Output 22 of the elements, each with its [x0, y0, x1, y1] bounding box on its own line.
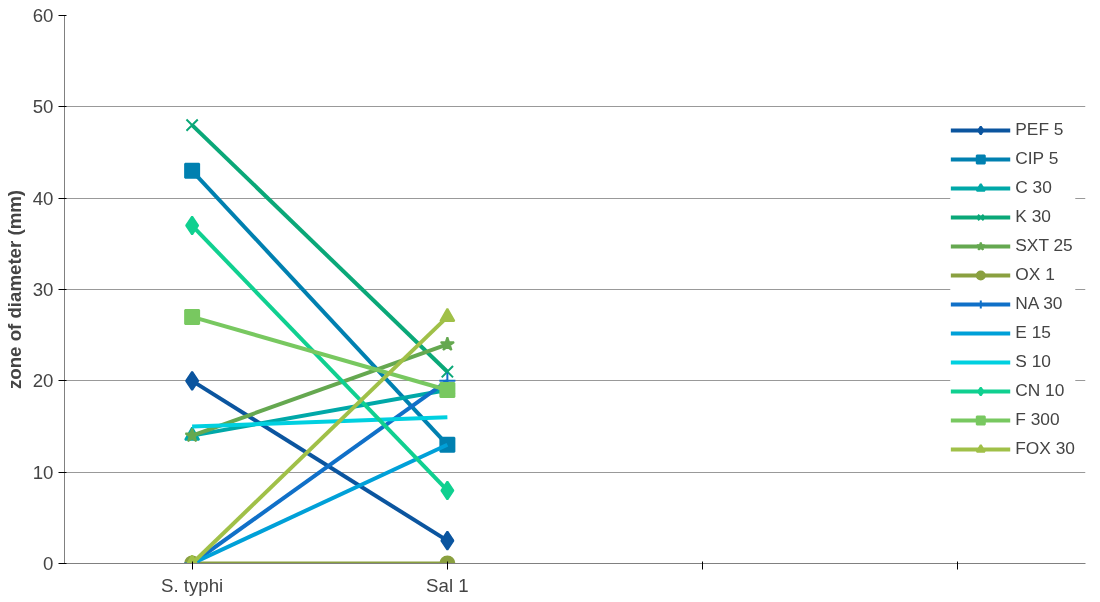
legend-label: CIP 5: [1015, 148, 1059, 169]
legend-label: C 30: [1015, 177, 1052, 198]
y-tick-label: 20: [32, 370, 54, 392]
legend-label: OX 1: [1015, 264, 1055, 285]
legend-label: FOX 30: [1015, 438, 1075, 459]
legend-label: F 300: [1015, 409, 1060, 430]
y-tick-label: 0: [43, 553, 54, 574]
legend-label: K 30: [1015, 206, 1051, 227]
y-axis-title: zone of diameter (mm): [3, 189, 25, 390]
legend-label: S 10: [1015, 351, 1051, 372]
legend-label: NA 30: [1015, 293, 1063, 314]
legend-label: SXT 25: [1015, 235, 1073, 256]
legend-label: PEF 5: [1015, 119, 1064, 140]
y-tick-label: 60: [32, 5, 54, 26]
y-tick-label: 10: [32, 461, 54, 483]
legend-label: CN 10: [1015, 380, 1065, 401]
x-tick-label: Sal 1: [426, 574, 469, 596]
y-tick-label: 40: [32, 187, 54, 209]
y-tick-label: 50: [32, 96, 54, 118]
legend-label: E 15: [1015, 322, 1051, 343]
x-tick-label: S. typhi: [161, 574, 224, 596]
y-tick-label: 30: [32, 279, 54, 300]
